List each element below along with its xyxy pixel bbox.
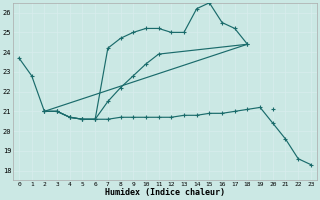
X-axis label: Humidex (Indice chaleur): Humidex (Indice chaleur) bbox=[105, 188, 225, 197]
